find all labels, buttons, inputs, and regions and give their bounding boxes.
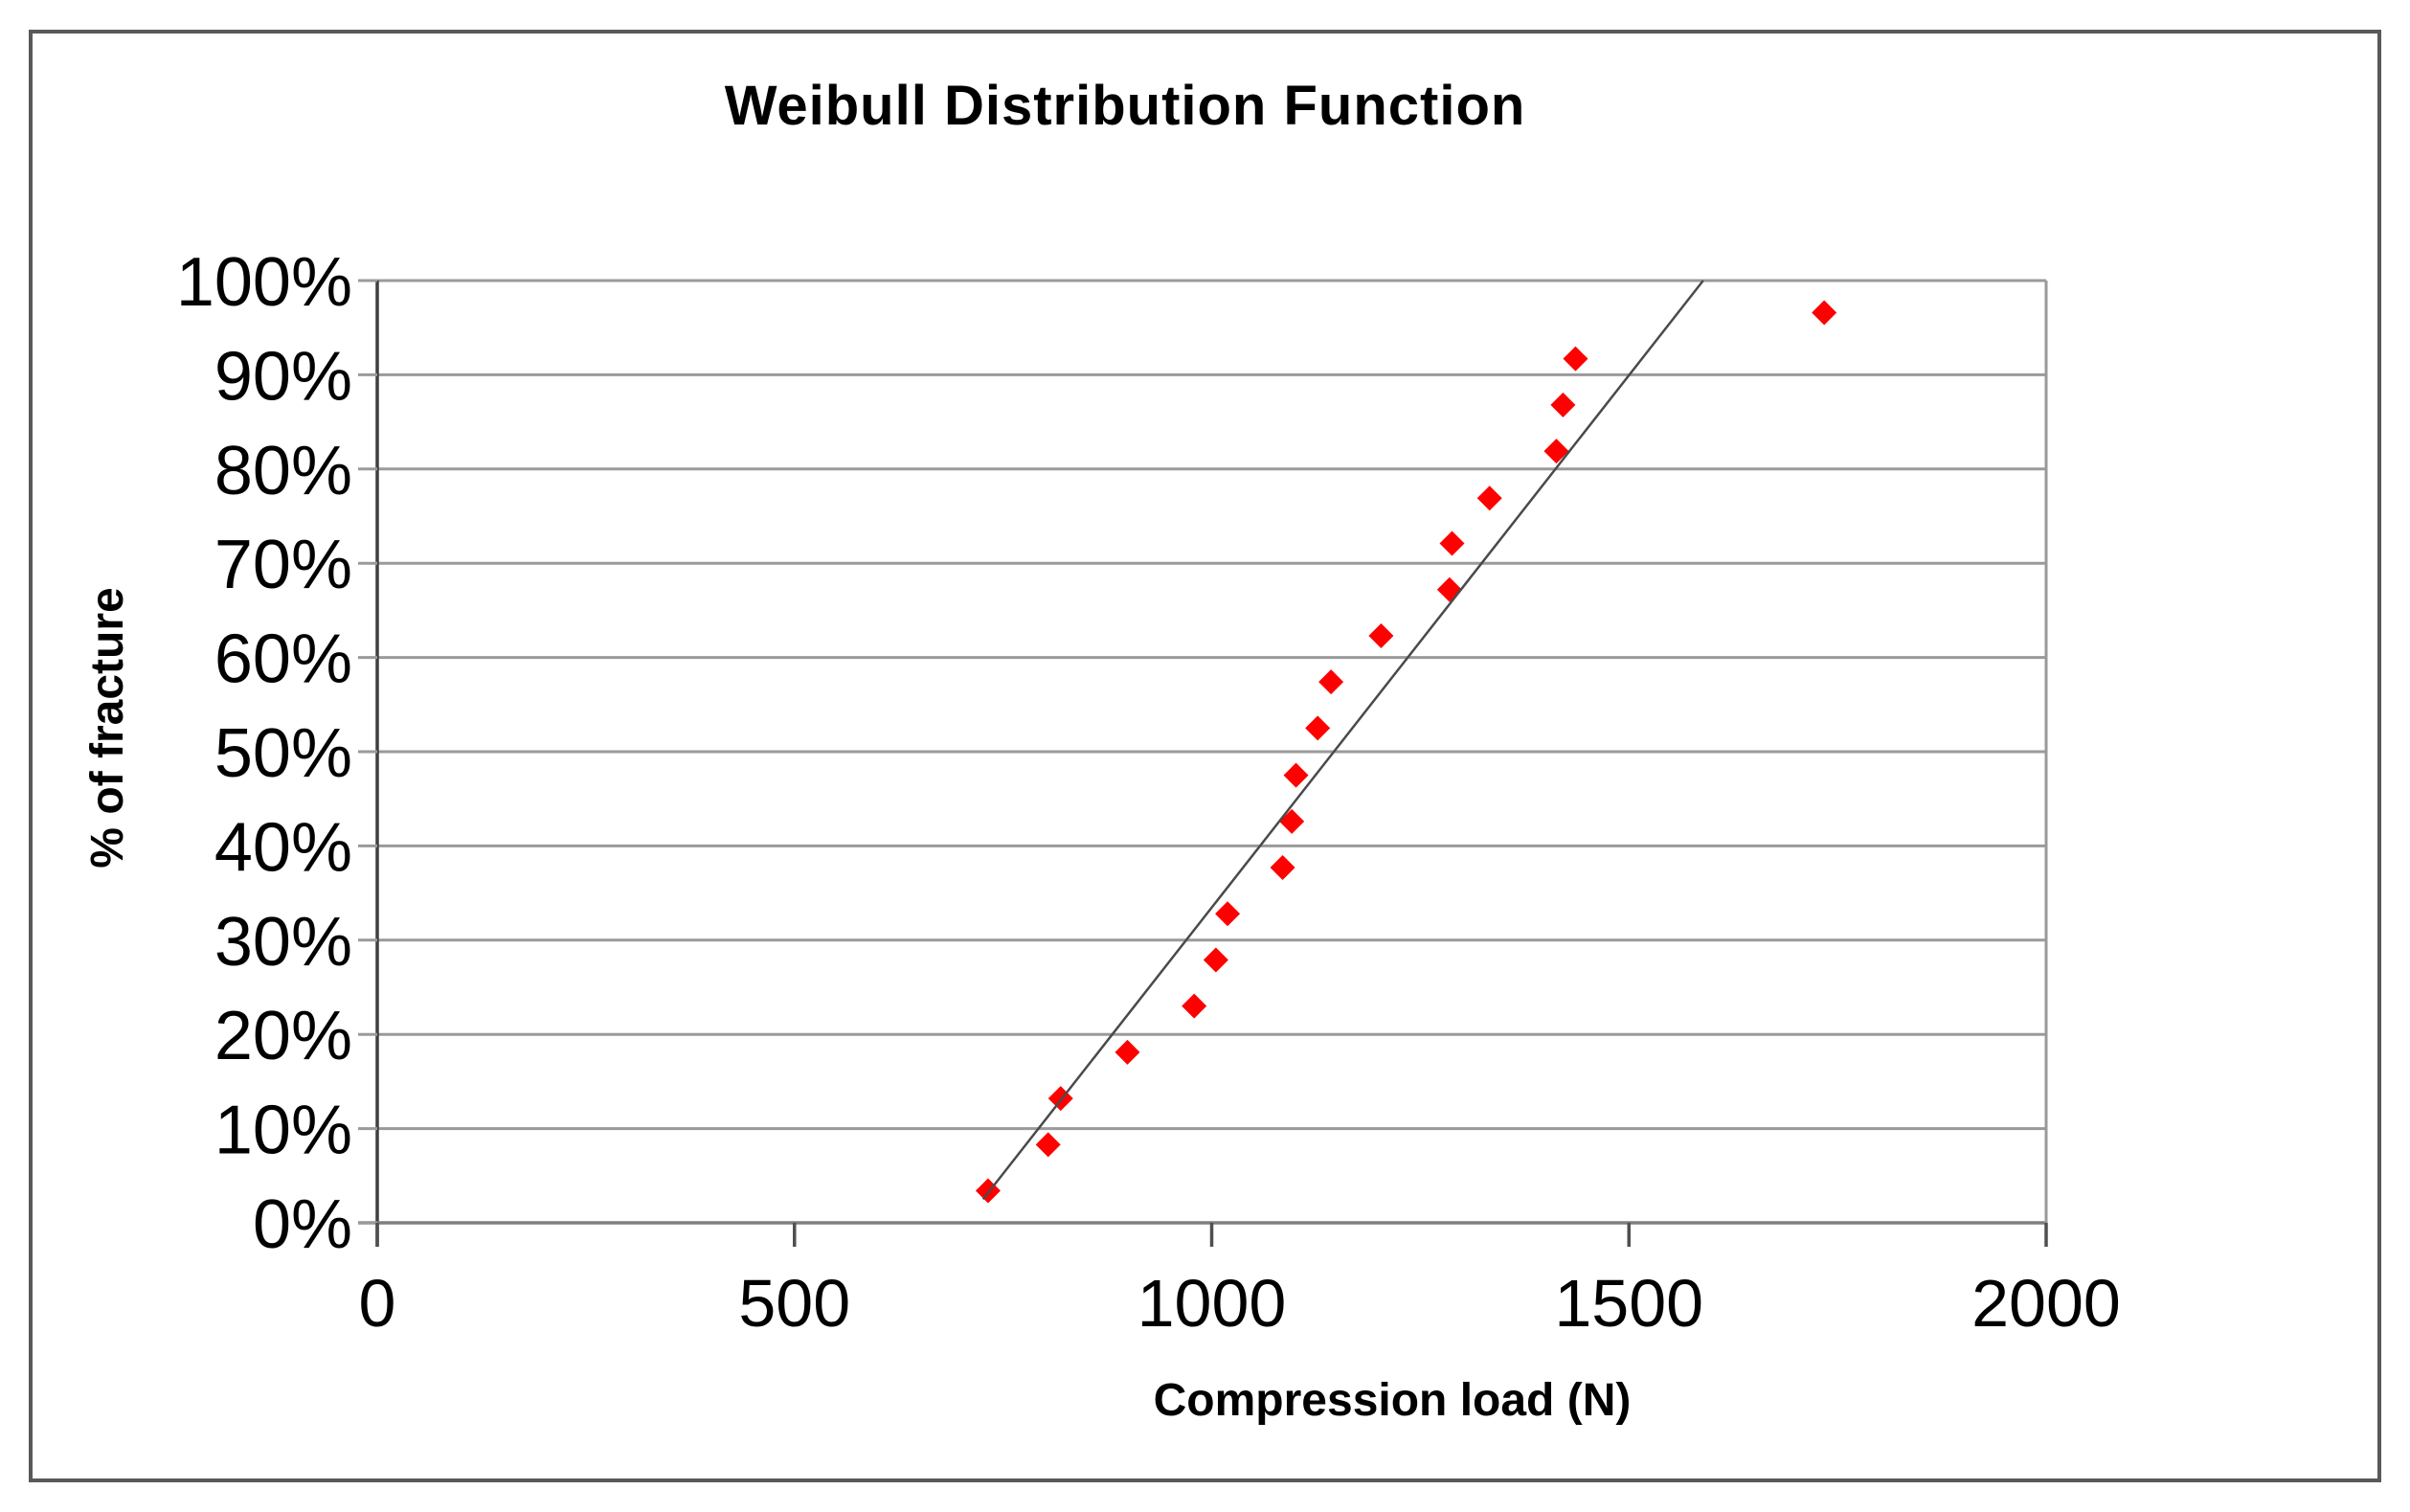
data-point: [1203, 947, 1228, 973]
x-tick-label: 1000: [1137, 1266, 1287, 1341]
data-point: [1368, 622, 1394, 648]
data-point: [1812, 300, 1837, 326]
y-tick-label: 90%: [214, 338, 352, 415]
y-tick-label: 50%: [214, 715, 352, 792]
data-points-layer: [975, 300, 1837, 1204]
x-tick-label: 500: [738, 1266, 850, 1341]
tick-labels-layer: 0% 10% 20% 30% 40% 50% 60% 70% 80% 90% 100% 0 500 100…: [176, 244, 2121, 1341]
data-point: [1279, 808, 1305, 834]
trendline: [981, 280, 1704, 1201]
outer-border: [29, 30, 2381, 1482]
tick-marks-layer: [358, 279, 2048, 1247]
x-tick-label: 1500: [1554, 1266, 1703, 1341]
y-tick-label: 40%: [214, 809, 352, 886]
data-point: [1476, 485, 1502, 511]
data-point: [1305, 715, 1331, 741]
gridlines-layer: [377, 279, 2046, 1131]
data-point: [1215, 901, 1241, 927]
chart-title: Weibull Distribution Function: [725, 75, 1526, 137]
y-tick-label: 30%: [214, 904, 352, 981]
data-point: [1318, 669, 1344, 695]
trendline-layer: [981, 280, 1704, 1201]
data-point: [1182, 993, 1207, 1019]
axes-layer: [358, 281, 2048, 1247]
x-axis-title: Compression load (N): [1154, 1375, 1632, 1426]
y-axis-title: % of fracture: [82, 587, 133, 868]
data-point: [1550, 392, 1576, 417]
data-point: [1270, 855, 1295, 881]
data-point: [1115, 1039, 1140, 1065]
data-point: [1543, 439, 1569, 464]
data-point: [1563, 346, 1588, 372]
y-tick-label: 0%: [253, 1186, 352, 1263]
data-point: [1436, 576, 1462, 602]
y-tick-label: 60%: [214, 621, 352, 698]
data-point: [1439, 530, 1465, 556]
y-tick-label: 70%: [214, 527, 352, 603]
y-tick-label: 10%: [214, 1093, 352, 1169]
x-tick-label: 0: [359, 1266, 396, 1341]
data-point: [1283, 762, 1309, 788]
y-tick-label: 80%: [214, 433, 352, 509]
y-tick-label: 100%: [176, 244, 352, 321]
data-point: [1035, 1132, 1061, 1158]
x-tick-label: 2000: [1971, 1266, 2121, 1341]
y-tick-label: 20%: [214, 998, 352, 1074]
